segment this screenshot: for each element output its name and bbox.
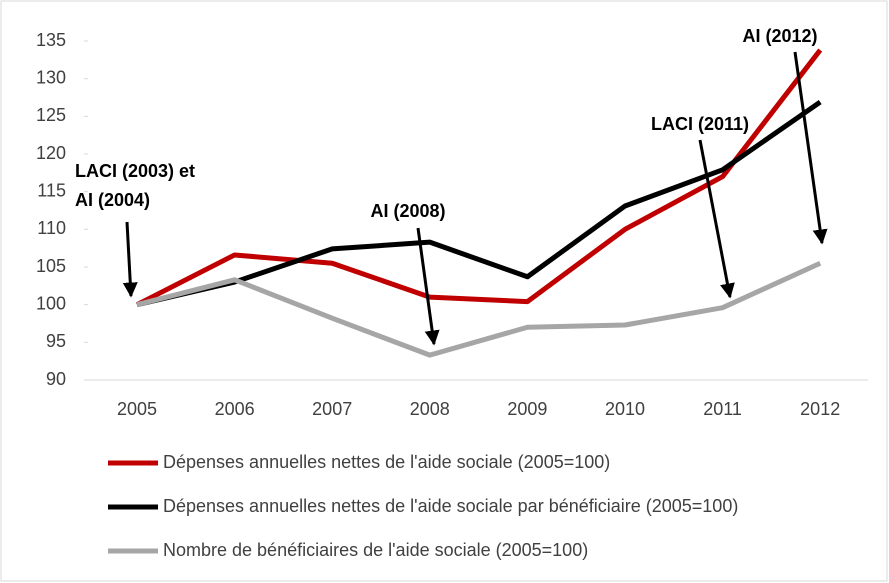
legend-label: Dépenses annuelles nettes de l'aide soci… (163, 496, 738, 516)
y-tick-label: 130 (36, 67, 66, 87)
annotation-arrow (122, 221, 138, 298)
annotation: AI (2012) (742, 26, 817, 46)
y-tick-label: 115 (37, 180, 66, 200)
series-line (135, 48, 823, 307)
annotation-arrow (793, 51, 828, 245)
x-tick-label: 2009 (507, 399, 547, 419)
x-tick-label: 2010 (605, 399, 645, 419)
y-tick-label: 105 (36, 256, 66, 276)
series-line (136, 260, 822, 358)
y-tick-label: 125 (36, 105, 66, 125)
x-tick-label: 2012 (800, 399, 840, 419)
y-tick-label: 95 (46, 331, 66, 351)
x-tick-label: 2007 (312, 399, 352, 419)
y-tick-label: 135 (36, 30, 66, 50)
legend-label: Nombre de bénéficiaires de l'aide social… (163, 540, 588, 560)
x-tick-label: 2006 (215, 399, 255, 419)
y-tick-label: 90 (46, 369, 66, 389)
annotation: AI (2008) (370, 201, 445, 221)
annotation-arrow (698, 139, 735, 299)
annotation: LACI (2003) et (75, 161, 195, 181)
x-tick-label: 2008 (410, 399, 450, 419)
annotation-arrow (416, 227, 440, 346)
y-tick-label: 120 (36, 143, 66, 163)
annotation: AI (2004) (75, 190, 150, 210)
legend-label: Dépenses annuelles nettes de l'aide soci… (163, 452, 610, 472)
y-tick-label: 100 (36, 293, 66, 313)
y-tick-label: 110 (37, 218, 66, 238)
x-tick-label: 2005 (117, 399, 157, 419)
x-tick-label: 2011 (703, 399, 742, 419)
annotation: LACI (2011) (651, 114, 749, 134)
